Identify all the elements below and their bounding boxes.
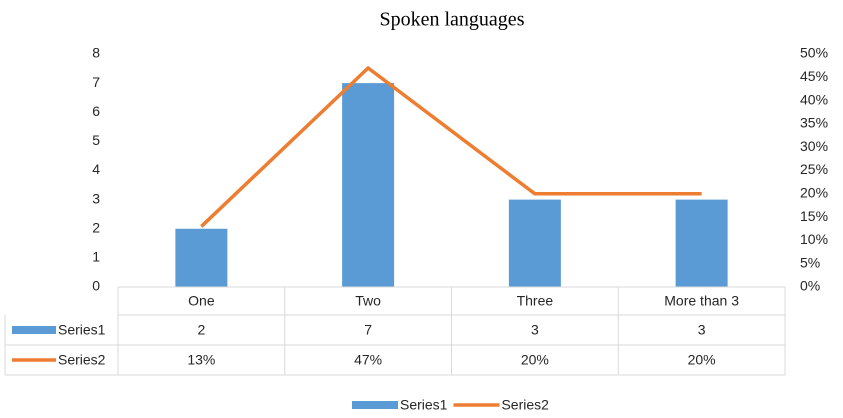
y2-tick-label: 45% [800,68,828,84]
bar [508,199,561,287]
legend-key [352,401,398,409]
y2-tick-label: 0% [800,278,820,294]
y2-tick-label: 15% [800,208,828,224]
y-tick-label: 2 [92,219,100,235]
legend-label: Series1 [400,397,448,413]
bar [342,83,395,287]
table-value: 47% [354,352,382,368]
y2-tick-label: 40% [800,91,828,107]
legend-key [12,326,56,334]
x-tick-label: Three [517,293,554,309]
y2-tick-label: 5% [800,254,820,270]
y-tick-label: 0 [92,278,100,294]
y2-tick-label: 30% [800,138,828,154]
y2-tick-label: 50% [800,45,828,61]
y2-tick-label: 35% [800,115,828,131]
table-value: 3 [698,322,706,338]
y2-tick-label: 10% [800,231,828,247]
y-tick-label: 7 [92,74,100,90]
bar [675,199,728,287]
x-tick-label: More than 3 [664,293,739,309]
table-value: 20% [521,352,549,368]
y-tick-label: 5 [92,132,100,148]
table-series-name: Series1 [58,322,106,338]
chart-title: Spoken languages [380,9,525,31]
table-series-name: Series2 [58,352,106,368]
legend-label: Series2 [501,397,549,413]
line [200,66,702,228]
table-value: 3 [531,322,539,338]
y-tick-label: 3 [92,190,100,206]
table-value: 20% [688,352,716,368]
y2-tick-label: 25% [800,161,828,177]
table-value: 2 [197,322,205,338]
x-tick-label: Two [355,293,381,309]
y-tick-label: 1 [92,249,100,265]
x-tick-label: One [188,293,215,309]
y-tick-label: 6 [92,103,100,119]
y-tick-label: 8 [92,45,100,61]
y-tick-label: 4 [92,161,100,177]
table-value: 13% [187,352,215,368]
y2-tick-label: 20% [800,185,828,201]
table-value: 7 [364,322,372,338]
bar [175,228,228,287]
